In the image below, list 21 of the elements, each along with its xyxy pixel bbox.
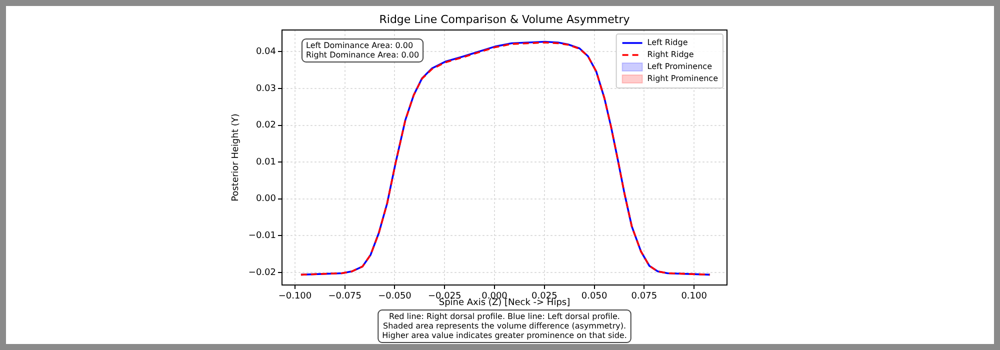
y-tick-label: 0.04 [256, 47, 276, 58]
chart-title: Ridge Line Comparison & Volume Asymmetry [379, 13, 630, 26]
y-tick-label: 0.02 [256, 120, 276, 131]
x-tick-label: 0.050 [581, 292, 608, 302]
text: Red line: Right dorsal profile. Blue line: Left dorsal profile. Shaded area represents the volume difference (asymmetry). Higher area value indicates greater prominence on that side. [382, 312, 627, 340]
y-tick-label: 0.00 [256, 194, 276, 204]
annotation: Left Dominance Area: 0.00 Right Dominance Area: 0.00 [306, 41, 420, 60]
y-axis-title: Posterior Height (Y) [230, 114, 241, 202]
legend-label: Right Ridge [647, 50, 694, 60]
x-tick-label: −0.050 [378, 292, 412, 302]
x-tick-label: 0.100 [681, 292, 708, 302]
legend-label: Left Prominence [647, 62, 712, 72]
y-tick-label: −0.01 [248, 231, 276, 242]
legend-label: Left Ridge [647, 38, 688, 48]
x-tick-label: −0.075 [328, 292, 362, 302]
x-tick-label: 0.075 [631, 292, 658, 302]
legend-label: Right Prominence [647, 74, 718, 84]
y-tick-label: −0.02 [248, 268, 276, 278]
y-tick-label: 0.01 [256, 157, 276, 168]
x-tick-label: −0.100 [278, 292, 312, 302]
y-tick-label: 0.03 [256, 84, 276, 94]
